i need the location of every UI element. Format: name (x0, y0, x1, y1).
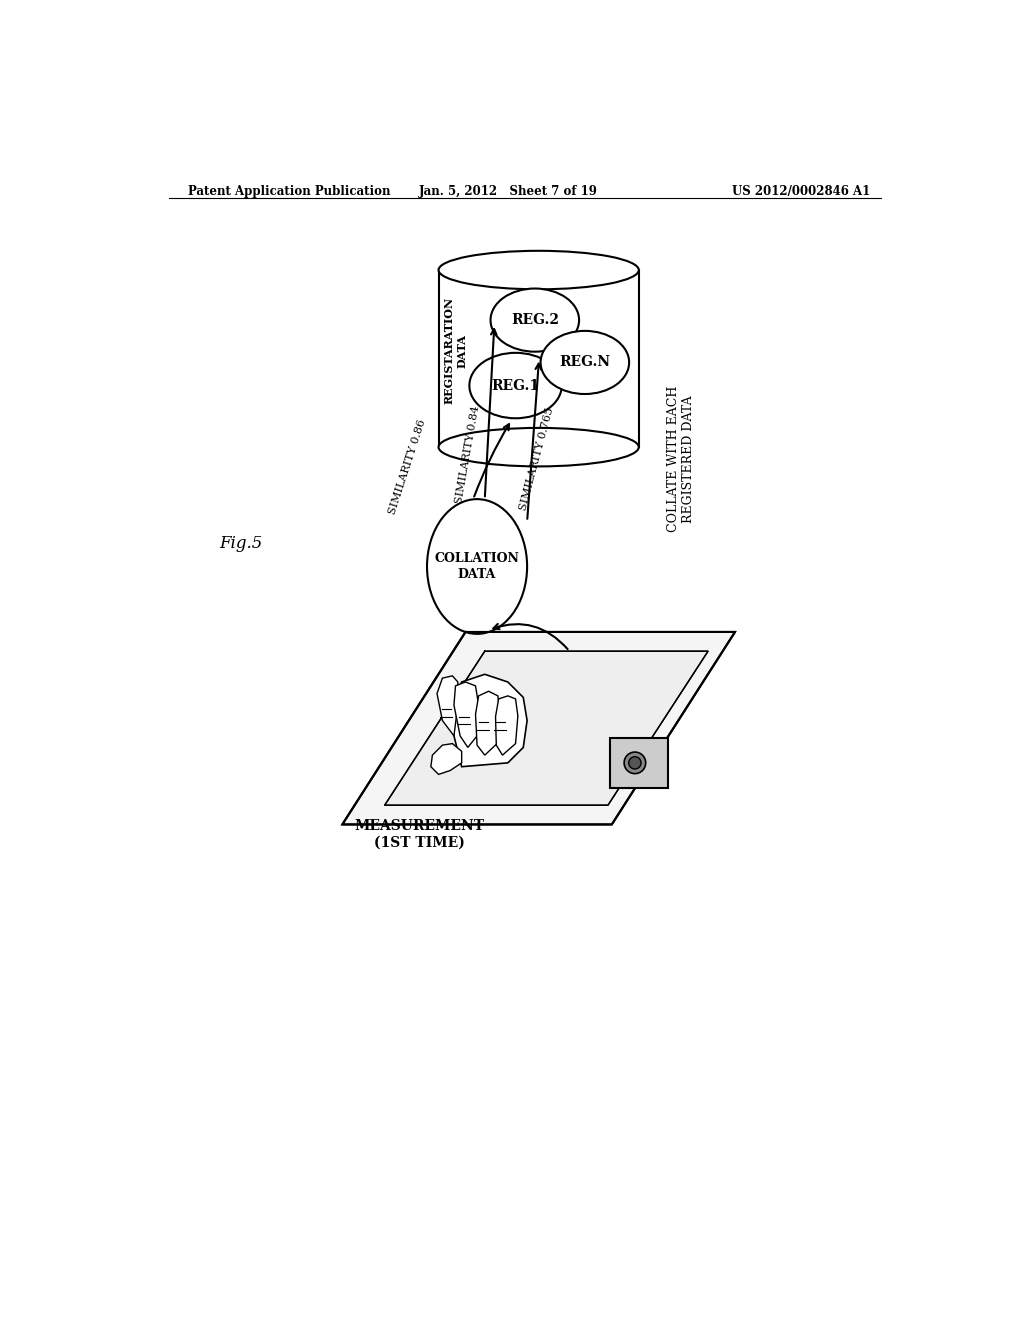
Ellipse shape (625, 752, 646, 774)
Polygon shape (385, 651, 708, 805)
Polygon shape (475, 692, 500, 755)
Ellipse shape (490, 289, 580, 351)
Ellipse shape (469, 352, 562, 418)
Polygon shape (454, 682, 478, 747)
Ellipse shape (438, 251, 639, 289)
Text: REGISTARATION
DATA: REGISTARATION DATA (443, 297, 467, 404)
Text: COLLATE WITH EACH
REGISTERED DATA: COLLATE WITH EACH REGISTERED DATA (667, 385, 695, 532)
Ellipse shape (438, 428, 639, 466)
Ellipse shape (629, 756, 641, 770)
Polygon shape (437, 676, 458, 737)
Text: SIMILARITY 0.86: SIMILARITY 0.86 (388, 417, 428, 515)
Polygon shape (431, 743, 462, 775)
Bar (610, 738, 668, 788)
Text: REG.2: REG.2 (511, 313, 559, 327)
Ellipse shape (427, 499, 527, 634)
Text: SIMILARITY 0.84: SIMILARITY 0.84 (455, 405, 481, 504)
Polygon shape (342, 632, 735, 825)
Text: US 2012/0002846 A1: US 2012/0002846 A1 (731, 185, 869, 198)
Text: SIMILARITY 0.765: SIMILARITY 0.765 (518, 407, 556, 511)
Text: REG.N: REG.N (559, 355, 610, 370)
Ellipse shape (541, 331, 629, 395)
Text: MEASUREMENT
(1ST TIME): MEASUREMENT (1ST TIME) (354, 818, 484, 849)
Text: Jan. 5, 2012   Sheet 7 of 19: Jan. 5, 2012 Sheet 7 of 19 (419, 185, 597, 198)
Text: Fig.5: Fig.5 (219, 535, 262, 552)
Text: REG.1: REG.1 (492, 379, 540, 392)
Polygon shape (451, 675, 527, 767)
Text: COLLATION
DATA: COLLATION DATA (434, 553, 519, 581)
Bar (438, 271, 639, 447)
Polygon shape (496, 696, 518, 755)
Text: Patent Application Publication: Patent Application Publication (188, 185, 391, 198)
